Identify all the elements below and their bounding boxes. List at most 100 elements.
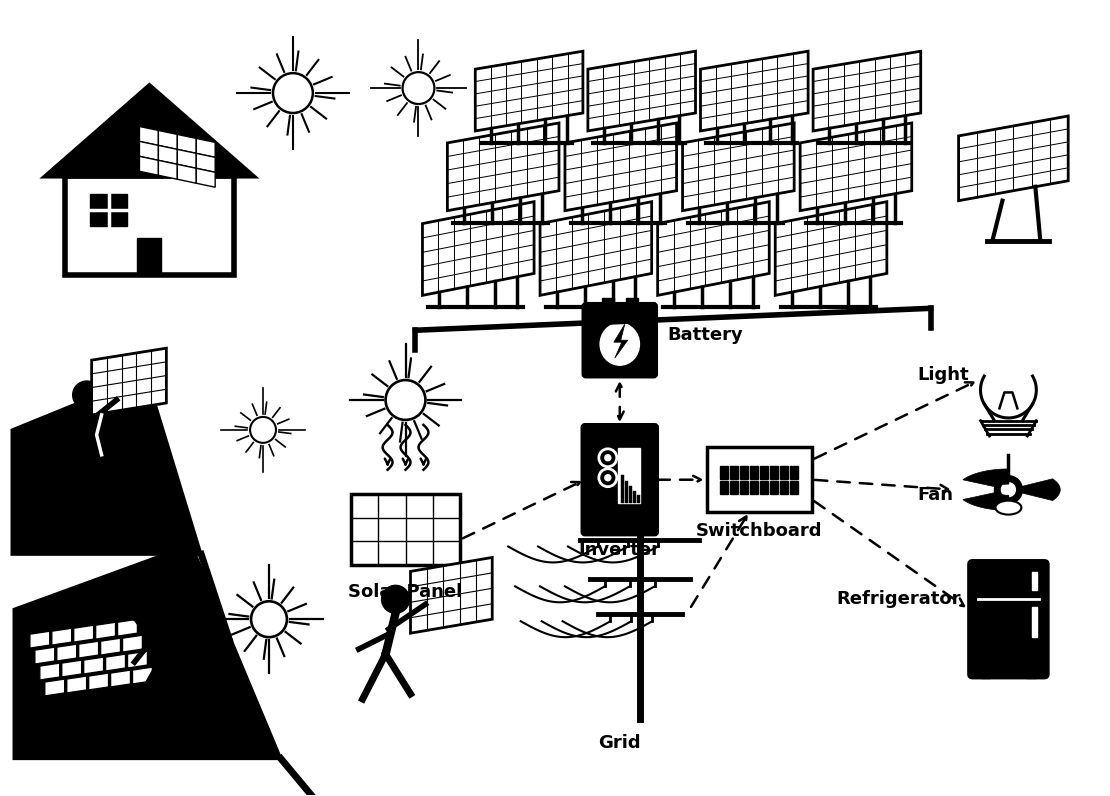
Polygon shape [111, 670, 131, 687]
Bar [790, 466, 798, 478]
Polygon shape [411, 557, 492, 633]
Polygon shape [159, 160, 178, 179]
Polygon shape [83, 657, 103, 674]
Polygon shape [118, 619, 138, 636]
Polygon shape [140, 127, 159, 146]
Polygon shape [101, 638, 121, 655]
Polygon shape [683, 123, 794, 211]
Text: Grid: Grid [598, 734, 642, 752]
Bar [780, 466, 788, 478]
Bar [780, 481, 788, 494]
Text: Fan: Fan [918, 486, 953, 504]
Polygon shape [14, 544, 281, 759]
Circle shape [995, 476, 1022, 504]
Polygon shape [92, 348, 166, 415]
Polygon shape [67, 676, 87, 693]
Polygon shape [178, 135, 196, 154]
Polygon shape [178, 164, 196, 183]
Bar [707, 447, 811, 512]
Circle shape [605, 455, 610, 461]
Bar [138, 237, 161, 275]
Polygon shape [40, 663, 60, 680]
Polygon shape [775, 201, 887, 295]
Bar [980, 672, 990, 678]
Polygon shape [196, 168, 215, 187]
Polygon shape [30, 631, 50, 648]
Bar [351, 494, 461, 565]
Polygon shape [1020, 479, 1060, 501]
Bar [760, 466, 768, 478]
Ellipse shape [996, 501, 1021, 514]
Polygon shape [128, 651, 148, 668]
Bar [625, 481, 628, 502]
Polygon shape [700, 51, 808, 131]
Polygon shape [959, 116, 1068, 201]
Polygon shape [73, 625, 93, 642]
Bar [730, 466, 738, 478]
Polygon shape [196, 154, 215, 172]
Bar [750, 481, 758, 494]
Polygon shape [447, 123, 559, 211]
Polygon shape [565, 123, 677, 211]
Polygon shape [140, 142, 159, 160]
Bar [1032, 572, 1038, 591]
Bar [740, 466, 748, 478]
Bar [760, 481, 768, 494]
Circle shape [382, 585, 410, 613]
Text: Refrigerator: Refrigerator [836, 591, 960, 608]
Text: Light: Light [917, 366, 969, 384]
Text: Inverter: Inverter [578, 541, 660, 560]
Polygon shape [614, 324, 628, 358]
Polygon shape [814, 51, 920, 131]
Polygon shape [541, 201, 652, 295]
Circle shape [605, 474, 610, 481]
Polygon shape [159, 131, 178, 150]
Bar [720, 466, 728, 478]
Bar [740, 481, 748, 494]
Polygon shape [34, 647, 54, 664]
Polygon shape [657, 201, 769, 295]
Polygon shape [62, 660, 82, 677]
Polygon shape [79, 641, 99, 658]
Polygon shape [159, 146, 178, 164]
Bar [628, 486, 632, 502]
Polygon shape [105, 654, 125, 671]
Circle shape [125, 593, 153, 621]
Ellipse shape [601, 323, 639, 365]
Polygon shape [962, 493, 1010, 510]
Bar [602, 298, 614, 306]
Bar [770, 481, 778, 494]
Polygon shape [475, 51, 583, 131]
FancyBboxPatch shape [583, 303, 657, 377]
FancyBboxPatch shape [969, 560, 1048, 678]
Bar [637, 494, 639, 502]
Bar [626, 298, 638, 306]
Bar [720, 481, 728, 494]
Bar [770, 466, 778, 478]
Polygon shape [132, 667, 152, 684]
Polygon shape [12, 375, 201, 555]
Polygon shape [47, 86, 252, 176]
Circle shape [599, 449, 617, 466]
Circle shape [1001, 482, 1016, 497]
Polygon shape [423, 201, 534, 295]
Text: Battery: Battery [667, 326, 744, 344]
Polygon shape [122, 635, 142, 652]
Polygon shape [140, 156, 159, 175]
Polygon shape [95, 622, 115, 639]
Bar [620, 474, 624, 502]
Polygon shape [962, 469, 1010, 487]
Polygon shape [800, 123, 911, 211]
Text: Solar Panel: Solar Panel [349, 583, 463, 601]
FancyBboxPatch shape [582, 424, 657, 535]
Polygon shape [57, 644, 77, 661]
Bar [730, 481, 738, 494]
Bar [790, 481, 798, 494]
Circle shape [72, 381, 101, 409]
Bar [633, 490, 636, 502]
Bar [750, 466, 758, 478]
Circle shape [599, 469, 617, 486]
Polygon shape [196, 139, 215, 158]
Polygon shape [588, 51, 696, 131]
Bar [1027, 672, 1037, 678]
